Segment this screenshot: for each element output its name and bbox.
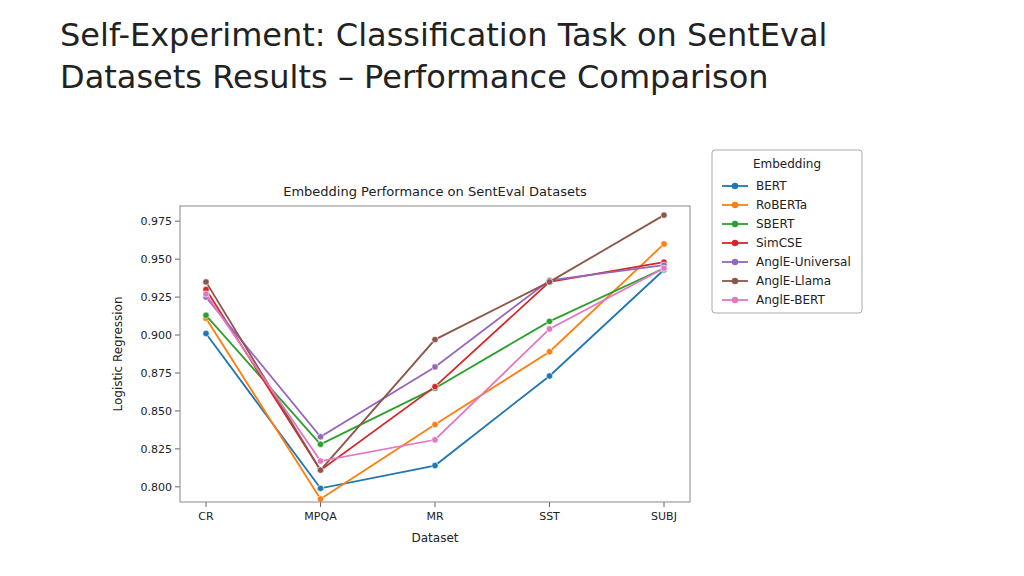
x-tick-label: CR bbox=[198, 510, 214, 523]
y-tick-label: 0.875 bbox=[141, 367, 173, 380]
y-tick bbox=[175, 335, 180, 336]
series-point bbox=[432, 462, 438, 468]
y-tick-label: 0.900 bbox=[141, 329, 173, 342]
x-tick bbox=[664, 502, 665, 507]
plot-frame bbox=[180, 206, 690, 502]
series-line bbox=[206, 268, 664, 461]
series-point bbox=[546, 318, 552, 324]
series-point bbox=[317, 441, 323, 447]
legend-label: SimCSE bbox=[756, 236, 802, 250]
y-tick-label: 0.975 bbox=[141, 215, 173, 228]
x-tick-label: SUBJ bbox=[651, 510, 677, 523]
legend-label: RoBERTa bbox=[756, 198, 807, 212]
y-tick-label: 0.825 bbox=[141, 443, 173, 456]
title-line: Self-Experiment: Classification Task on … bbox=[60, 16, 827, 54]
legend-marker bbox=[732, 183, 738, 189]
series-point bbox=[661, 265, 667, 271]
series-line bbox=[206, 268, 664, 444]
series-line bbox=[206, 265, 664, 437]
y-tick-label: 0.950 bbox=[141, 253, 173, 266]
series-point bbox=[661, 265, 667, 271]
legend-label: SBERT bbox=[756, 217, 795, 231]
x-tick bbox=[549, 502, 550, 507]
series-point bbox=[203, 330, 209, 336]
y-tick bbox=[175, 259, 180, 260]
plot-data bbox=[203, 212, 667, 502]
y-tick-label: 0.800 bbox=[141, 481, 173, 494]
chart-title: Embedding Performance on SentEval Datase… bbox=[283, 184, 587, 199]
title-line: Datasets Results – Performance Compariso… bbox=[60, 58, 769, 96]
legend-marker bbox=[732, 221, 738, 227]
series-line bbox=[206, 215, 664, 470]
y-tick bbox=[175, 410, 180, 411]
series-point bbox=[317, 467, 323, 473]
series-point bbox=[317, 485, 323, 491]
series-line bbox=[206, 270, 664, 489]
series-point bbox=[546, 349, 552, 355]
legend-marker bbox=[732, 259, 738, 265]
legend-marker bbox=[732, 297, 738, 303]
series-line bbox=[206, 262, 664, 470]
y-tick bbox=[175, 297, 180, 298]
y-axis-label: Logistic Regression bbox=[111, 296, 125, 411]
series-point bbox=[546, 326, 552, 332]
x-tick-label: SST bbox=[539, 510, 560, 523]
series-point bbox=[203, 279, 209, 285]
legend-label: AnglE-Universal bbox=[756, 255, 851, 269]
series-point bbox=[203, 291, 209, 297]
series-point bbox=[661, 212, 667, 218]
x-tick bbox=[435, 502, 436, 507]
legend-label: AnglE-Llama bbox=[756, 274, 831, 288]
series-point bbox=[203, 312, 209, 318]
legend-frame bbox=[712, 150, 862, 313]
series-point bbox=[432, 383, 438, 389]
series-point bbox=[317, 458, 323, 464]
y-tick bbox=[175, 448, 180, 449]
chart-root: Self-Experiment: Classification Task on … bbox=[0, 0, 1024, 576]
series-point bbox=[432, 336, 438, 342]
x-tick bbox=[206, 502, 207, 507]
legend-marker bbox=[732, 202, 738, 208]
series-line bbox=[206, 244, 664, 499]
series-point bbox=[317, 434, 323, 440]
legend-label: BERT bbox=[756, 179, 787, 193]
series-point bbox=[546, 373, 552, 379]
series-point bbox=[432, 364, 438, 370]
plot-background bbox=[180, 206, 690, 502]
legend-label: AnglE-BERT bbox=[756, 293, 826, 307]
y-tick-label: 0.850 bbox=[141, 405, 173, 418]
y-tick bbox=[175, 372, 180, 373]
legend-marker bbox=[732, 240, 738, 246]
x-axis-label: Dataset bbox=[412, 531, 459, 545]
y-tick bbox=[175, 221, 180, 222]
x-tick-label: MPQA bbox=[304, 510, 337, 523]
series-point bbox=[546, 279, 552, 285]
y-tick-label: 0.925 bbox=[141, 291, 173, 304]
legend: Embedding BERT RoBERTa SBERT SimCSE AnglE-Uni… bbox=[712, 150, 862, 313]
legend-title: Embedding bbox=[753, 157, 821, 171]
series-point bbox=[432, 437, 438, 443]
series-point bbox=[317, 467, 323, 473]
series-point bbox=[546, 279, 552, 285]
series-point bbox=[661, 241, 667, 247]
series-point bbox=[432, 421, 438, 427]
series-point bbox=[317, 496, 323, 502]
title: Self-Experiment: Classification Task on … bbox=[60, 16, 827, 96]
x-tick bbox=[320, 502, 321, 507]
x-tick-label: MR bbox=[426, 510, 443, 523]
legend-marker bbox=[732, 278, 738, 284]
y-tick bbox=[175, 486, 180, 487]
